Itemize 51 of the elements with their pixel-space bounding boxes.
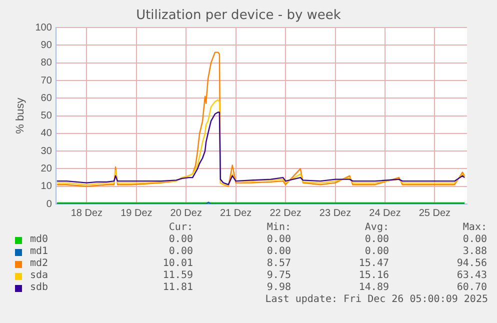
text: 8.57 [266,258,291,270]
legend-label: sda [29,270,50,282]
y-tick-label: 70 [40,75,52,86]
text: 15.47 [358,258,389,270]
y-tick-label: 100 [35,22,52,34]
text: 11.81 [162,282,193,294]
text: Cur: [168,222,193,234]
legend-label: md0 [29,234,50,246]
y-tick-label: 40 [40,128,52,140]
chart-title: Utilization per device - by week [136,8,342,24]
x-tick-label: 22 Dez [270,208,302,219]
y-tick-label: 30 [40,146,52,157]
y-axis-title: % busy [14,97,27,134]
text: 9.98 [266,282,291,294]
legend-label: md1 [29,246,50,258]
x-tick-label: 24 Dez [369,208,401,219]
y-tick-label: 20 [40,163,52,174]
text: Last update: Fri Dec 26 05:00:09 2025 [265,294,488,306]
text: 0.00 [266,234,291,246]
y-tick-label: 60 [40,92,52,104]
text: 11.59 [162,270,193,282]
text: 0.00 [168,246,193,258]
text: 14.89 [358,282,389,294]
x-tick-label: 18 Dez [70,208,103,219]
text: 9.75 [266,270,291,282]
y-tick-label: 90 [40,40,52,51]
y-tick-label: 10 [40,181,52,192]
x-tick-label: 19 Dez [120,208,152,219]
text: 10.01 [162,258,193,270]
legend-label: sdb [29,282,50,294]
text: Min: [266,222,291,234]
y-tick-label: 50 [40,110,52,122]
text: 0.00 [364,246,389,258]
text: 94.56 [456,258,487,270]
x-tick-label: 25 Dez [418,208,451,219]
text: Max: [462,222,487,234]
x-tick-label: 23 Dez [319,208,352,219]
legend-label: md2 [29,258,50,270]
x-tick-label: 21 Dez [220,208,252,219]
text: 0.00 [462,234,487,246]
text: 0.00 [168,234,193,246]
text: 0.00 [364,234,389,246]
y-tick-label: 0 [46,198,52,210]
text: 3.88 [462,246,487,258]
y-tick-label: 80 [40,58,52,69]
x-tick-label: 20 Dez [170,208,202,219]
text: Avg: [364,222,389,234]
text: 63.43 [456,270,487,282]
text: 0.00 [266,246,291,258]
text: 15.16 [358,270,389,282]
text: 60.70 [456,282,487,294]
